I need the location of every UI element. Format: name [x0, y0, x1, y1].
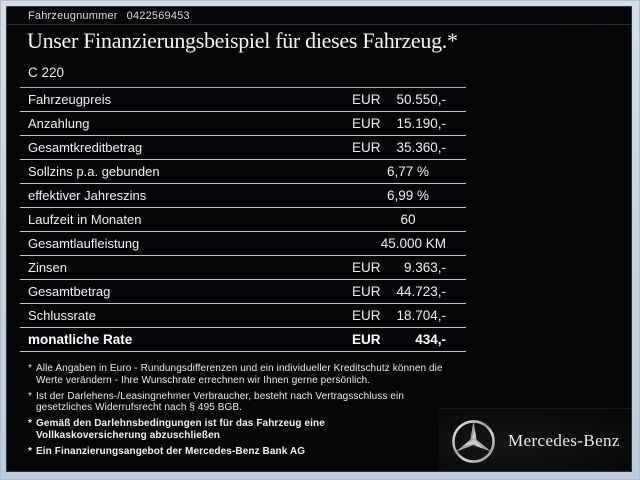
amount: 18.704,-	[396, 308, 446, 323]
row-value: EUR 50.550,-	[352, 88, 446, 111]
amount: 35.360,-	[396, 140, 446, 155]
row-label: Zinsen	[28, 260, 68, 275]
row-value: EUR 15.190,-	[352, 112, 446, 135]
footnote: * Ist der Darlehens-/Leasingnehmer Verbr…	[28, 391, 460, 414]
amount: 9.363,-	[403, 260, 446, 275]
row-value: EUR 434,-	[352, 328, 446, 351]
row-label: Gesamtkreditbetrag	[28, 140, 143, 155]
row-label: effektiver Jahreszins	[28, 188, 147, 203]
footnote: * Gemäß den Darlehnsbedingungen ist für …	[28, 418, 376, 441]
brand-wordmark: Mercedes-Benz	[508, 431, 620, 450]
row-label: Schlussrate	[28, 308, 96, 323]
amount: 60	[400, 212, 416, 227]
row-label: Gesamtbetrag	[28, 284, 111, 299]
asterisk-marker: *	[28, 418, 32, 429]
footnote: * Ein Finanzierungsangebot der Mercedes-…	[28, 446, 460, 458]
asterisk-marker: *	[28, 390, 32, 402]
row-value: EUR 44.723,-	[352, 280, 446, 303]
vehicle-number-label: Fahrzeugnummer	[28, 10, 118, 22]
finance-table: Fahrzeugpreis EUR 50.550,- Anzahlung EUR…	[20, 87, 466, 352]
table-row: Gesamtlaufleistung 45.000 KM	[20, 232, 466, 256]
table-row: effektiver Jahreszins 6,99 %	[20, 184, 466, 208]
footnotes: * Alle Angaben in Euro - Rundungsdiffere…	[28, 363, 460, 462]
row-value: 45.000 KM	[352, 232, 446, 255]
table-row: Schlussrate EUR 18.704,-	[20, 304, 466, 328]
row-label: Sollzins p.a. gebunden	[28, 164, 160, 179]
table-row: Fahrzeugpreis EUR 50.550,-	[20, 88, 466, 112]
footnote: * Alle Angaben in Euro - Rundungsdiffere…	[28, 363, 460, 386]
row-label: Laufzeit in Monaten	[28, 212, 142, 227]
row-value: EUR 9.363,-	[352, 256, 446, 279]
amount: 6,99 %	[386, 188, 430, 203]
asterisk-marker: *	[28, 445, 32, 457]
header-divider	[7, 24, 631, 25]
table-row: Gesamtkreditbetrag EUR 35.360,-	[20, 136, 466, 160]
footnote-text: Ein Finanzierungsangebot der Mercedes-Be…	[36, 445, 306, 457]
row-label: Anzahlung	[28, 116, 90, 131]
currency-prefix: EUR	[352, 92, 381, 107]
amount: 45.000 KM	[380, 236, 446, 251]
row-label: Fahrzeugpreis	[28, 92, 112, 107]
vehicle-number: Fahrzeugnummer 0422569453	[28, 10, 190, 22]
row-value: 6,77 %	[352, 160, 446, 183]
currency-prefix: EUR	[352, 308, 381, 323]
currency-prefix: EUR	[352, 332, 381, 347]
row-value: EUR 18.704,-	[352, 304, 446, 327]
footnote-text: Gemäß den Darlehnsbedingungen ist für da…	[36, 418, 325, 441]
row-value: 60	[352, 208, 446, 231]
page-title: Unser Finanzierungsbeispiel für dieses F…	[27, 28, 458, 53]
currency-prefix: EUR	[352, 140, 381, 155]
vehicle-model: C 220	[28, 65, 65, 80]
amount: 15.190,-	[396, 116, 446, 131]
finance-offer-panel: Fahrzeugnummer 0422569453 Unser Finanzie…	[6, 6, 632, 472]
row-label: monatliche Rate	[28, 332, 133, 347]
mercedes-star-icon	[452, 419, 495, 463]
row-label: Gesamtlaufleistung	[28, 236, 140, 251]
asterisk-marker: *	[28, 363, 32, 374]
footnote-text: Ist der Darlehens-/Leasingnehmer Verbrau…	[36, 390, 405, 414]
currency-prefix: EUR	[352, 284, 381, 299]
currency-prefix: EUR	[352, 116, 381, 131]
footnote-text: Alle Angaben in Euro - Rundungsdifferenz…	[36, 363, 443, 386]
amount: 50.550,-	[396, 92, 446, 107]
amount: 434,-	[415, 332, 446, 347]
vehicle-number-value: 0422569453	[126, 10, 190, 22]
table-row: Laufzeit in Monaten 60	[20, 208, 466, 232]
amount: 6,77 %	[386, 164, 430, 179]
table-row: Gesamtbetrag EUR 44.723,-	[20, 280, 466, 304]
currency-prefix: EUR	[352, 260, 381, 275]
table-row-monthly-rate: monatliche Rate EUR 434,-	[20, 328, 466, 352]
row-value: 6,99 %	[352, 184, 446, 207]
table-row: Sollzins p.a. gebunden 6,77 %	[20, 160, 466, 184]
table-row: Zinsen EUR 9.363,-	[20, 256, 466, 280]
brand-signature: Mercedes-Benz	[450, 415, 626, 467]
amount: 44.723,-	[396, 284, 446, 299]
table-row: Anzahlung EUR 15.190,-	[20, 112, 466, 136]
row-value: EUR 35.360,-	[352, 136, 446, 159]
